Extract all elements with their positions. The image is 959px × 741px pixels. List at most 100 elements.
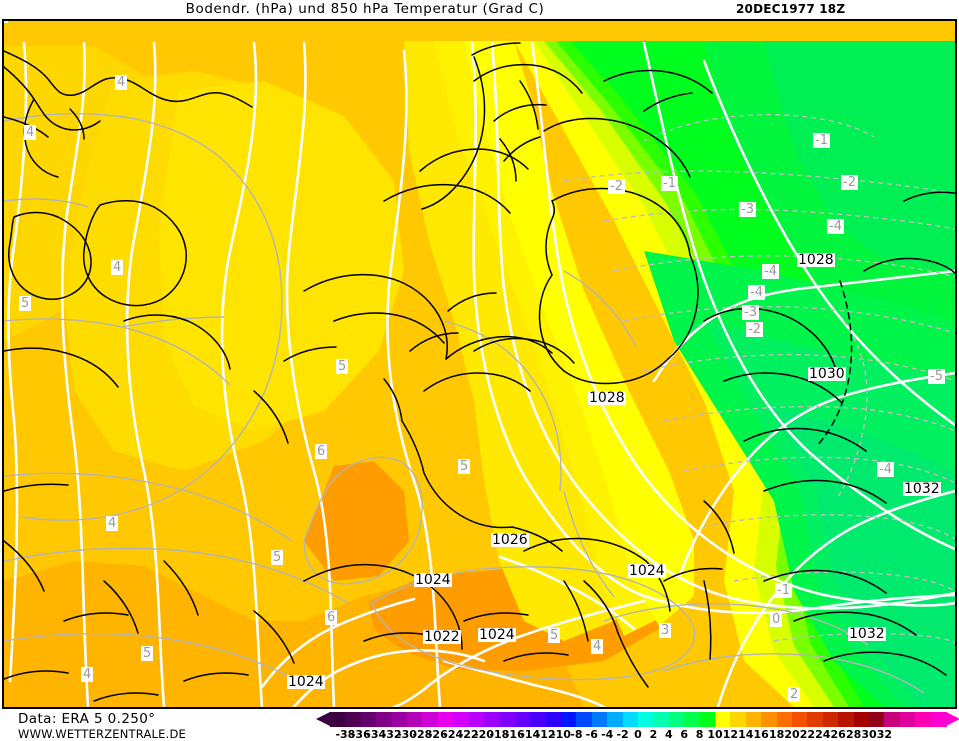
color-swatch	[330, 712, 346, 727]
temperature-label: -2	[841, 175, 858, 190]
temperature-label: -5	[928, 369, 945, 384]
scale-tick-label: 8	[695, 728, 704, 741]
color-swatch	[853, 712, 870, 727]
temperature-label: 5	[548, 628, 561, 643]
pressure-label: 1030	[808, 366, 846, 382]
color-swatch	[792, 712, 808, 727]
scale-tick-label: 30	[861, 728, 877, 741]
temperature-label: -4	[827, 219, 844, 234]
temperature-label: -1	[775, 583, 792, 598]
scale-tick-label: -30	[397, 728, 417, 741]
title-bar: Bodendr. (hPa) und 850 hPa Temperatur (G…	[0, 0, 959, 19]
color-swatch	[915, 712, 932, 727]
color-swatch	[776, 712, 793, 727]
data-source-label: Data: ERA 5 0.250°	[18, 711, 156, 727]
color-scale-bar	[316, 712, 959, 727]
scale-tick-label: -12	[535, 728, 556, 741]
color-swatch	[638, 712, 654, 727]
temperature-label: 5	[19, 296, 32, 311]
pressure-label: 1022	[423, 629, 461, 645]
scale-tick-label: -10	[551, 728, 571, 741]
temperature-label: -2	[746, 322, 763, 337]
color-swatch	[899, 712, 916, 727]
temperature-label: 5	[271, 550, 284, 565]
color-scale-ticks: -38 -36 -34 -32 -30 -28 -26 -24 -22 -20 -18 -16 -14-…	[330, 728, 946, 741]
page-title: Bodendr. (hPa) und 850 hPa Temperatur (G…	[185, 1, 545, 17]
temperature-label: 4	[81, 667, 94, 682]
scale-low-arrow-icon	[316, 712, 330, 726]
pressure-label: 1028	[588, 390, 626, 406]
color-swatch	[807, 712, 824, 727]
scale-tick-label: -18	[489, 728, 510, 741]
temperature-label: -4	[748, 285, 765, 300]
color-swatch	[545, 712, 562, 727]
color-swatch	[869, 712, 885, 727]
pressure-label: 1024	[414, 572, 452, 588]
scale-tick-label: 28	[845, 728, 862, 741]
color-swatch	[453, 712, 470, 727]
temperature-label: 4	[24, 125, 37, 140]
pressure-label: 1024	[478, 627, 516, 643]
pressure-label: 1026	[491, 532, 529, 548]
scale-tick-label: -24	[443, 728, 464, 741]
scale-tick-label: 26	[830, 728, 846, 741]
scale-tick-label: -36	[350, 728, 371, 741]
temperature-label: 4	[111, 260, 124, 275]
pressure-label: 1032	[848, 626, 886, 642]
scale-tick-label: -4	[601, 728, 614, 741]
scale-tick-label: 16	[753, 728, 769, 741]
scale-high-arrow-icon	[946, 712, 959, 726]
scale-tick-label: -34	[366, 728, 387, 741]
temperature-label: -2	[608, 179, 625, 194]
map-canvas[interactable]	[4, 21, 955, 707]
color-swatch	[684, 712, 701, 727]
color-swatch	[699, 712, 716, 727]
color-swatch	[499, 712, 516, 727]
color-swatch	[561, 712, 577, 727]
temperature-label: 5	[458, 459, 471, 474]
color-swatch	[407, 712, 423, 727]
scale-tick-label: 14	[738, 728, 754, 741]
temperature-label: 4	[115, 75, 128, 90]
scale-tick-label: -14	[520, 728, 541, 741]
temperature-label: 5	[141, 646, 154, 661]
temperature-label: -3	[739, 202, 756, 217]
scale-tick-label: 32	[876, 728, 893, 741]
scale-tick-label: -16	[504, 728, 525, 741]
pressure-label: 1024	[287, 674, 325, 690]
scale-tick-label: 12	[722, 728, 739, 741]
temperature-label: 5	[336, 359, 349, 374]
color-swatch	[730, 712, 747, 727]
color-swatch	[715, 712, 731, 727]
color-swatch	[422, 712, 439, 727]
valid-time-label: 20DEC1977 18Z	[736, 2, 846, 16]
map-frame[interactable]: 4 4 4 5 5 5 6 4 5 6 4 5 5 4 3 2 0 -1 -1 …	[2, 19, 957, 709]
color-swatch	[437, 712, 454, 727]
website-label: WWW.WETTERZENTRALE.DE	[18, 727, 187, 741]
temperature-label: 0	[770, 612, 783, 627]
scale-tick-label: -20	[474, 728, 494, 741]
color-swatch	[745, 712, 762, 727]
scale-tick-label: -8	[570, 728, 583, 741]
color-swatch	[484, 712, 500, 727]
scale-tick-label: -2	[616, 728, 629, 741]
pressure-label: 1032	[903, 481, 941, 497]
color-swatch	[468, 712, 485, 727]
color-swatch	[514, 712, 531, 727]
color-swatch	[576, 712, 593, 727]
scale-tick-label: 22	[799, 728, 816, 741]
color-swatch	[838, 712, 855, 727]
scale-tick-label: 20	[784, 728, 800, 741]
pressure-label: 1024	[628, 563, 666, 579]
color-swatch	[822, 712, 839, 727]
color-swatch	[884, 712, 901, 727]
temperature-label: 3	[659, 623, 672, 638]
temperature-label: 4	[106, 516, 119, 531]
temperature-label: -1	[813, 133, 830, 148]
color-swatch	[607, 712, 624, 727]
scale-tick-label: 24	[815, 728, 831, 741]
temperature-label: 6	[315, 444, 328, 459]
scale-tick-label: -28	[412, 728, 433, 741]
scale-tick-label: -22	[458, 728, 479, 741]
